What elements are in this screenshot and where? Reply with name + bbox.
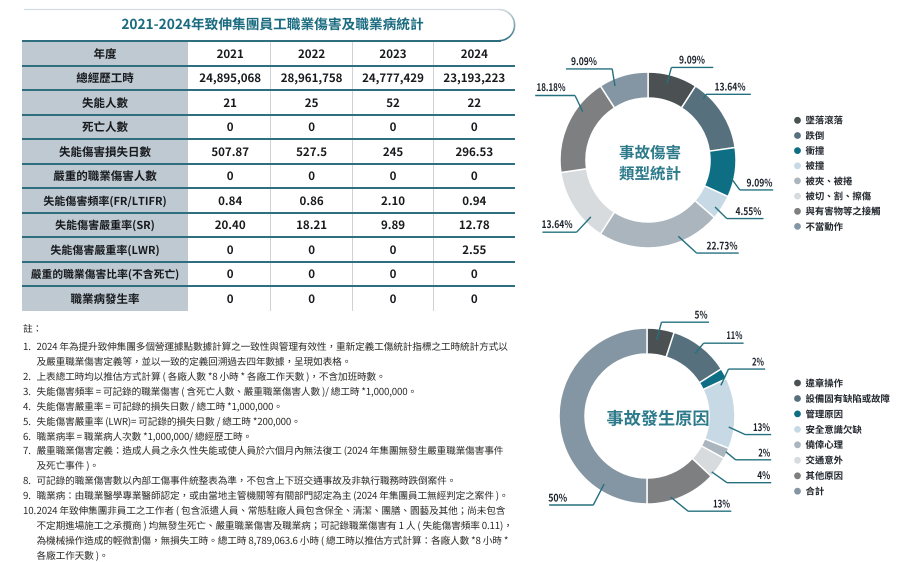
svg-text:50%: 50%	[548, 490, 567, 505]
svg-text:13.64%: 13.64%	[542, 216, 573, 231]
svg-text:被夾、被捲: 被夾、被捲	[806, 173, 854, 187]
svg-text:僥倖心理: 僥倖心理	[806, 437, 844, 451]
svg-text:22.73%: 22.73%	[707, 238, 738, 253]
svg-text:13%: 13%	[713, 496, 730, 511]
svg-text:不當動作: 不當動作	[806, 219, 844, 233]
svg-text:9.09%: 9.09%	[571, 53, 597, 68]
svg-text:類型統計: 類型統計	[619, 162, 681, 184]
svg-text:13.64%: 13.64%	[715, 79, 746, 94]
svg-text:4.55%: 4.55%	[736, 203, 762, 218]
svg-text:安全意識欠缺: 安全意識欠缺	[806, 422, 863, 436]
svg-text:衝撞: 衝撞	[806, 143, 825, 157]
svg-text:違章操作: 違章操作	[806, 375, 844, 389]
svg-text:11%: 11%	[726, 327, 742, 342]
svg-text:跌倒: 跌倒	[806, 128, 825, 142]
svg-text:9.09%: 9.09%	[679, 51, 705, 66]
svg-text:交通意外: 交通意外	[806, 453, 844, 467]
svg-text:事故發生原因: 事故發生原因	[606, 405, 709, 430]
svg-text:18.18%: 18.18%	[537, 79, 566, 94]
svg-text:5%: 5%	[695, 307, 708, 322]
svg-text:9.09%: 9.09%	[747, 174, 773, 189]
svg-text:合計: 合計	[806, 484, 825, 498]
svg-text:管理原因: 管理原因	[806, 406, 844, 420]
svg-text:設備固有缺陷或故障: 設備固有缺陷或故障	[806, 391, 891, 405]
svg-text:事故傷害: 事故傷害	[619, 141, 681, 163]
svg-text:與有害物等之接觸: 與有害物等之接觸	[806, 204, 881, 218]
svg-text:2%: 2%	[752, 354, 764, 369]
svg-text:2%: 2%	[758, 444, 770, 459]
svg-text:13%: 13%	[753, 419, 770, 434]
svg-text:其他原因: 其他原因	[806, 468, 844, 482]
svg-text:4%: 4%	[757, 467, 770, 482]
svg-text:被撞: 被撞	[806, 158, 825, 172]
svg-text:墜落滾落: 墜落滾落	[806, 113, 844, 127]
svg-text:被切、割、擦傷: 被切、割、擦傷	[806, 189, 872, 203]
